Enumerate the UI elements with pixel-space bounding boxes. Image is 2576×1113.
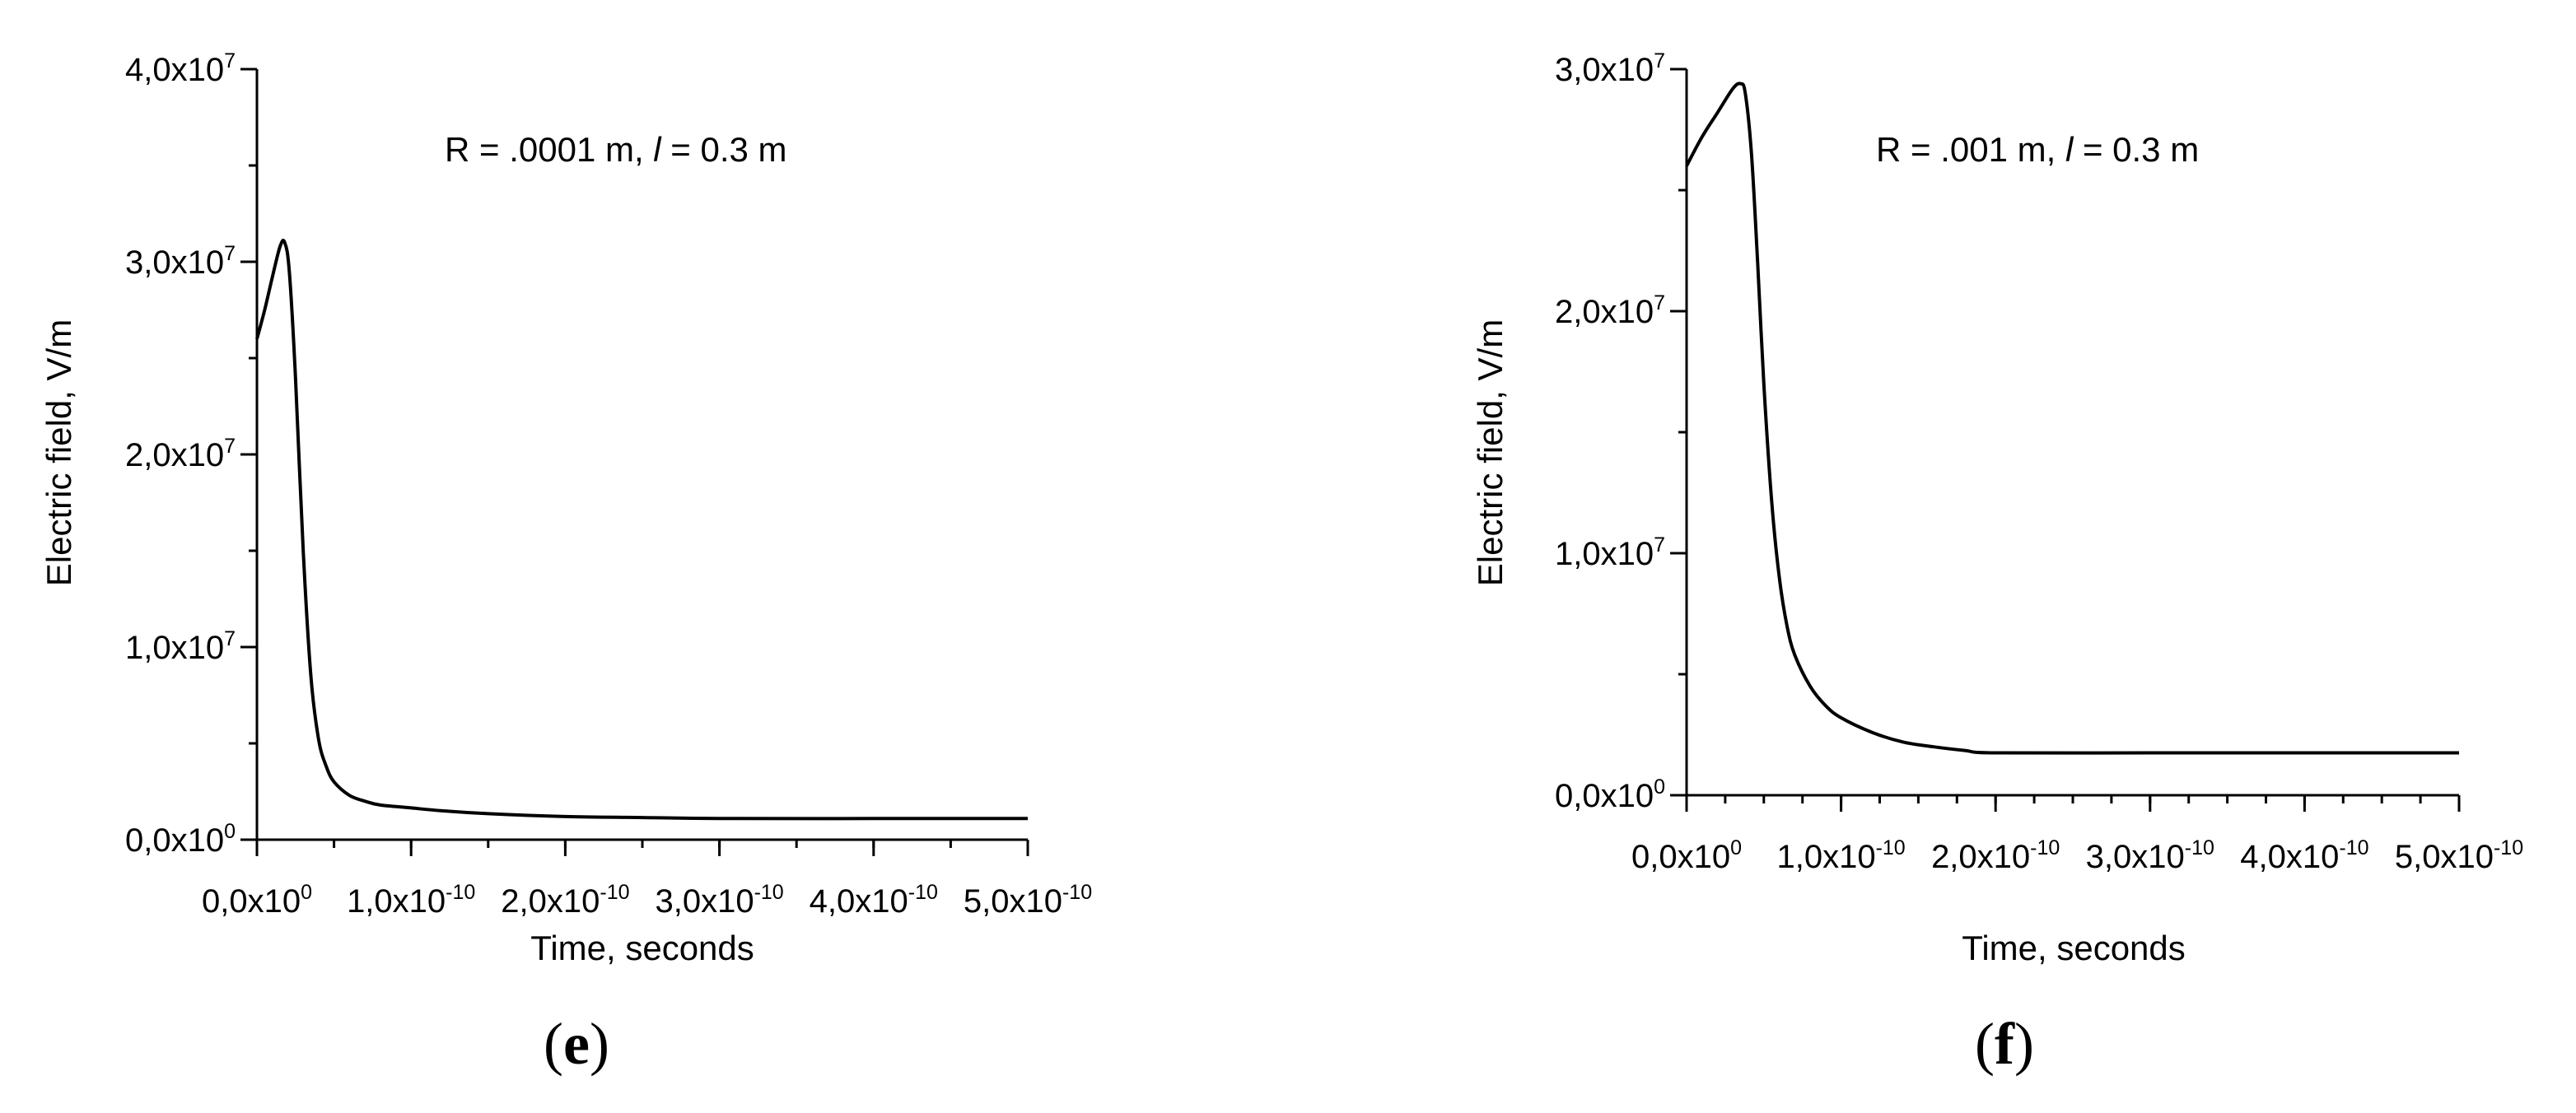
- x-tick-label: 2,0x10-10: [1931, 836, 2060, 875]
- x-tick-label: 0,0x100: [202, 881, 312, 920]
- y-tick-label: 0,0x100: [125, 820, 236, 859]
- chart-panel-f: R = .001 m, l = 0.3 m Time, seconds Elec…: [1471, 49, 2523, 1077]
- annotation-text: R = .001 m, l = 0.3 m: [1876, 130, 2199, 169]
- y-tick-label: 2,0x107: [125, 435, 236, 473]
- x-tick-label: 2,0x10-10: [501, 881, 629, 920]
- y-tick-label: 0,0x100: [1555, 775, 1665, 814]
- x-tick-label: 3,0x10-10: [2086, 836, 2214, 875]
- x-tick-label: 4,0x10-10: [810, 881, 938, 920]
- x-axis-title: Time, seconds: [1962, 929, 2186, 967]
- x-tick-label: 5,0x10-10: [2395, 836, 2523, 875]
- panel-label: (e): [544, 1011, 609, 1077]
- y-axis-title: Electric field, V/m: [40, 319, 78, 586]
- y-tick-label: 1,0x107: [1555, 533, 1665, 572]
- x-axis-title: Time, seconds: [530, 929, 754, 967]
- series-line: [255, 239, 1028, 821]
- y-tick-label: 1,0x107: [125, 627, 236, 666]
- y-tick-label: 3,0x107: [125, 242, 236, 281]
- x-tick-label: 1,0x10-10: [1776, 836, 1905, 875]
- x-tick-label: 4,0x10-10: [2240, 836, 2368, 875]
- x-tick-label: 1,0x10-10: [347, 881, 475, 920]
- annotation-text: R = .0001 m, l = 0.3 m: [445, 130, 787, 169]
- x-tick-label: 0,0x100: [1631, 836, 1742, 875]
- y-tick-label: 4,0x107: [125, 49, 236, 88]
- panel-label: (f): [1975, 1011, 2034, 1077]
- x-tick-label: 5,0x10-10: [964, 881, 1092, 920]
- y-axis-title: Electric field, V/m: [1471, 319, 1510, 586]
- chart-panel-e: R = .0001 m, l = 0.3 m Time, seconds Ele…: [40, 49, 1092, 1077]
- y-tick-label: 2,0x107: [1555, 291, 1665, 330]
- x-tick-label: 3,0x10-10: [655, 881, 783, 920]
- series-line: [1685, 81, 2459, 755]
- y-tick-label: 3,0x107: [1555, 49, 1665, 88]
